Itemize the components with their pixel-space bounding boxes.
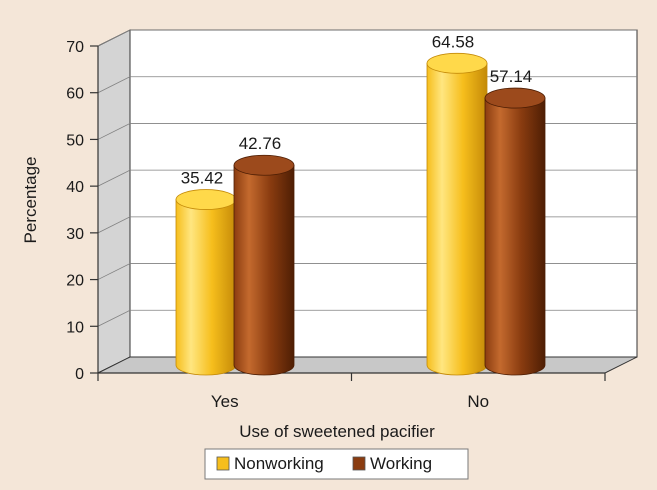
y-tick-label: 50	[66, 132, 84, 149]
y-tick-label: 40	[66, 179, 84, 196]
axes: 0 10 20 30 40 50 60 70 Yes No	[66, 39, 606, 411]
legend-label-nonworking: Nonworking	[234, 454, 324, 473]
data-label: 57.14	[490, 67, 533, 86]
grid-line-side	[97, 169, 131, 187]
bar-top	[175, 189, 237, 210]
x-tick-label: Yes	[211, 392, 239, 411]
y-tick-label: 70	[66, 39, 84, 56]
y-tick-label: 0	[75, 366, 84, 383]
grid-line-side	[97, 76, 131, 94]
y-tick-label: 10	[66, 319, 84, 336]
data-label: 42.76	[239, 134, 282, 153]
bar-body	[233, 164, 295, 376]
legend: Nonworking Working	[204, 448, 469, 480]
grid-line-side	[97, 263, 131, 280]
labels: Percentage Use of sweetened pacifier	[21, 157, 435, 441]
x-axis-label: Use of sweetened pacifier	[239, 422, 435, 441]
grid-line-side	[97, 216, 131, 234]
y-tick-label: 60	[66, 86, 84, 103]
legend-swatch-nonworking	[216, 456, 230, 471]
bar-top	[426, 52, 488, 74]
bar-top	[484, 87, 546, 109]
bar-top	[233, 154, 295, 176]
side-wall	[97, 29, 131, 374]
legend-swatch-working	[352, 456, 366, 471]
legend-box	[204, 448, 469, 480]
data-label: 35.42	[181, 169, 224, 188]
bar-body	[484, 97, 546, 376]
bars: 35.42 64.58 42.76 57.14	[175, 32, 546, 376]
bar-nonworking-no: 64.58	[426, 32, 488, 376]
y-tick-label: 30	[66, 226, 84, 243]
legend-label-working: Working	[370, 454, 432, 473]
bar-nonworking-yes: 35.42	[175, 169, 237, 376]
bar-working-yes: 42.76	[233, 134, 295, 376]
bar-body	[175, 199, 237, 376]
bar-body	[426, 62, 488, 376]
grid-line-side	[97, 29, 131, 47]
bar-working-no: 57.14	[484, 67, 546, 376]
x-tick-label: No	[467, 392, 489, 411]
y-axis-label: Percentage	[21, 157, 40, 244]
grid-line-side	[97, 309, 131, 327]
grid-line-side	[97, 123, 131, 140]
y-tick-label: 20	[66, 273, 84, 290]
data-label: 64.58	[432, 32, 475, 51]
